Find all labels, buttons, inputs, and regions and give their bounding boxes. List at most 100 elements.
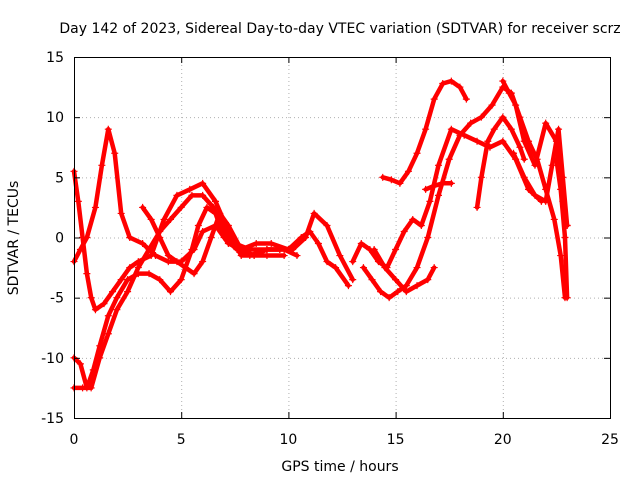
y-axis-title: SDTVAR / TECUs <box>6 181 22 296</box>
data-point <box>98 161 106 169</box>
data-point <box>147 215 155 223</box>
data-point <box>104 125 112 133</box>
data-point <box>477 113 485 121</box>
data-point <box>447 125 455 133</box>
data-point <box>499 77 507 85</box>
data-point <box>396 179 404 187</box>
data-point <box>186 185 194 193</box>
data-point <box>124 288 132 296</box>
data-point <box>166 288 174 296</box>
data-point <box>563 294 571 302</box>
x-tick-label: 15 <box>387 432 405 448</box>
data-point <box>96 354 104 362</box>
data-point <box>422 125 430 133</box>
data-point <box>139 240 147 248</box>
data-point <box>117 209 125 217</box>
data-point <box>512 101 520 109</box>
data-point <box>484 137 492 145</box>
data-point <box>561 234 569 241</box>
data-point <box>145 270 153 278</box>
data-point <box>147 252 155 260</box>
data-point <box>280 252 288 260</box>
y-tick-label: -10 <box>41 351 64 367</box>
data-point <box>557 252 565 260</box>
data-point <box>400 227 408 235</box>
series-layer <box>70 77 571 392</box>
data-point <box>349 276 357 284</box>
data-point <box>439 179 447 187</box>
data-point <box>447 77 455 85</box>
data-point <box>430 264 438 272</box>
x-tick-label: 5 <box>177 432 186 448</box>
data-point <box>387 176 395 184</box>
data-point <box>207 234 215 241</box>
data-point <box>139 203 147 211</box>
data-point <box>220 234 228 241</box>
data-point <box>126 234 134 241</box>
data-point <box>456 131 464 139</box>
data-point <box>499 113 507 121</box>
data-point <box>542 119 550 127</box>
data-point <box>394 288 402 296</box>
data-point <box>194 221 202 229</box>
data-point <box>263 252 271 260</box>
data-point <box>199 258 207 266</box>
series-track-h <box>370 246 438 296</box>
data-point <box>402 288 410 296</box>
data-point <box>113 306 121 314</box>
data-point <box>113 294 121 302</box>
series-track-c <box>70 203 301 392</box>
data-point <box>392 276 400 284</box>
data-point <box>349 258 357 266</box>
data-point <box>156 234 164 241</box>
data-point <box>505 89 513 97</box>
data-point <box>434 161 442 169</box>
data-point <box>173 191 181 199</box>
series-track-i <box>379 77 470 187</box>
data-point <box>323 221 331 229</box>
data-point <box>212 197 220 205</box>
data-point <box>550 215 558 223</box>
data-point <box>216 209 224 217</box>
data-point <box>456 83 464 91</box>
data-point <box>100 300 108 308</box>
data-point <box>104 312 112 320</box>
series-track-g <box>359 83 569 302</box>
series-line <box>474 114 527 210</box>
data-point <box>209 203 217 211</box>
data-point <box>252 240 260 248</box>
data-point <box>199 179 207 187</box>
data-point <box>188 191 196 199</box>
data-point <box>117 276 125 284</box>
data-point <box>413 149 421 157</box>
data-point <box>430 95 438 103</box>
data-point <box>417 221 425 229</box>
data-point <box>314 240 322 248</box>
data-point <box>87 294 95 302</box>
data-point <box>520 137 528 145</box>
data-point <box>109 288 117 296</box>
data-point <box>520 155 528 163</box>
data-point <box>368 276 376 284</box>
data-point <box>381 264 389 272</box>
data-point <box>199 191 207 199</box>
x-tick-label: 20 <box>494 432 512 448</box>
data-point <box>177 276 185 284</box>
data-point <box>359 264 367 272</box>
data-point <box>404 167 412 175</box>
tick-layer: 0 5 10 15 20 25 -15 -10 -5 0 5 10 15 <box>41 50 619 448</box>
data-point <box>473 203 481 211</box>
data-point <box>267 240 275 248</box>
data-point <box>91 203 99 211</box>
y-tick-label: -15 <box>41 411 64 427</box>
data-point <box>224 221 232 229</box>
data-point <box>263 246 271 254</box>
data-point <box>445 155 453 163</box>
y-tick-label: 10 <box>46 110 64 126</box>
series-line <box>71 193 283 391</box>
x-tick-label: 25 <box>601 432 619 448</box>
data-point <box>74 197 82 205</box>
data-point <box>220 227 228 235</box>
data-point <box>134 264 142 272</box>
